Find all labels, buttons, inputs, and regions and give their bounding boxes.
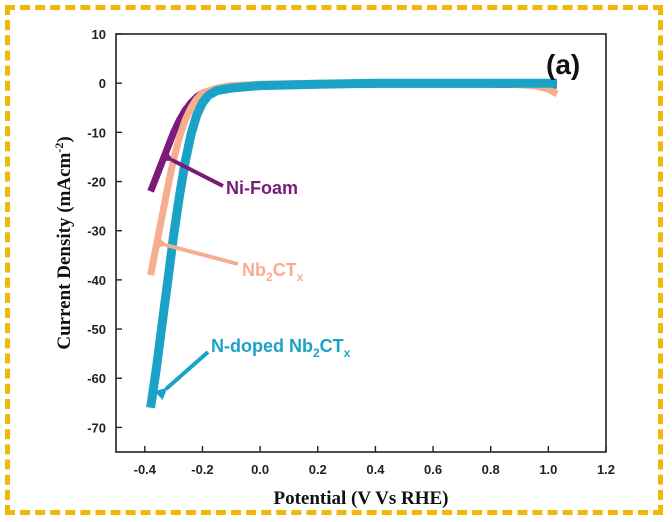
y-tick-label: 0 — [99, 76, 106, 91]
x-tick-label: 0.0 — [251, 462, 269, 477]
annotation-label-nifoam: Ni-Foam — [226, 178, 298, 198]
panel-label: (a) — [546, 49, 580, 80]
series-line-ndoped — [146, 78, 557, 409]
y-tick-label: -30 — [87, 224, 106, 239]
x-tick-label: 0.2 — [309, 462, 327, 477]
x-tick-label: 0.6 — [424, 462, 442, 477]
annotation-ndoped: N-doped Nb2CTx — [154, 336, 351, 401]
y-tick-label: -20 — [87, 175, 106, 190]
y-tick-label: -40 — [87, 273, 106, 288]
y-tick-label: -70 — [87, 420, 106, 435]
y-axis-label: Current Density (mAcm-2) — [52, 136, 75, 349]
x-tick-label: 1.0 — [539, 462, 557, 477]
series-line-nifoam — [147, 80, 558, 193]
x-axis-label: Potential (V Vs RHE) — [273, 488, 448, 509]
y-tick-label: -60 — [87, 371, 106, 386]
x-tick-label: -0.4 — [134, 462, 157, 477]
annotation-label-ndoped: N-doped Nb2CTx — [211, 336, 351, 360]
dashed-frame — [5, 5, 663, 515]
plot-frame — [115, 33, 607, 453]
y-axis-ticks: 10 0 -10 -20 -30 -40 -50 -60 -70 — [87, 27, 122, 435]
y-tick-label: -50 — [87, 322, 106, 337]
y-tick-label: 10 — [92, 27, 106, 42]
series-layer — [146, 78, 559, 409]
x-tick-label: 1.2 — [597, 462, 615, 477]
annotation-arrow-ndoped — [154, 350, 210, 401]
annotation-arrow-nb2ctx — [156, 238, 239, 266]
x-tick-label: -0.2 — [191, 462, 213, 477]
x-tick-label: 0.4 — [366, 462, 385, 477]
annotation-nb2ctx: Nb2CTx — [156, 238, 304, 284]
annotation-arrow-nifoam — [162, 151, 224, 188]
y-tick-label: -10 — [87, 125, 106, 140]
annotation-label-nb2ctx: Nb2CTx — [242, 260, 304, 284]
x-axis-ticks: -0.4 -0.2 0.0 0.2 0.4 0.6 0.8 1.0 1.2 — [134, 446, 615, 477]
x-tick-label: 0.8 — [482, 462, 500, 477]
annotation-nifoam: Ni-Foam — [162, 151, 298, 198]
